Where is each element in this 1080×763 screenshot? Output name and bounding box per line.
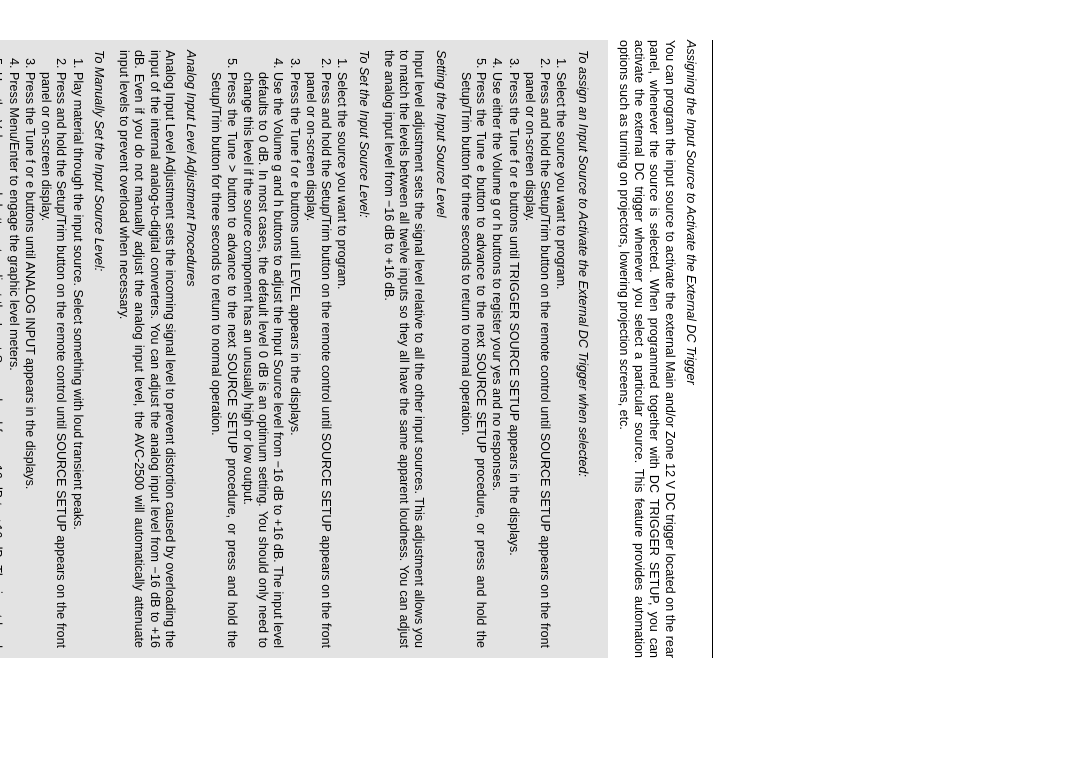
heading-to-set: To Set the Input Source Level:	[356, 50, 371, 648]
list-item: Select the source you want to program.	[334, 72, 349, 648]
heading-assign: To assign an Input Source to Activate th…	[575, 50, 590, 648]
top-rule	[712, 40, 713, 658]
list-item: Use the Volume g and h buttons to adjust…	[240, 72, 286, 648]
set-level-paragraph: Input level adjustment sets the signal l…	[381, 50, 427, 648]
list-item: Press Menu/Enter to engage the graphic l…	[6, 72, 21, 648]
toset-steps-list: Select the source you want to program. P…	[208, 50, 349, 648]
heading-manual: To Manually Set the Input Source Level:	[91, 50, 106, 648]
list-item: Press the Tune e button to advance to th…	[458, 72, 489, 648]
list-item: Press the Tune f or e buttons until LEVE…	[287, 72, 302, 648]
list-item: Press the Tune > button to advance to th…	[208, 72, 239, 648]
list-item: Use either the Volume g or h buttons to …	[489, 72, 504, 648]
list-item: Use the Volume g or h buttons to adjust …	[0, 72, 5, 648]
list-item: Play material through the input source. …	[70, 72, 85, 648]
heading-analog: Analog Input Level Adjustment Procedures	[183, 50, 198, 648]
list-item: Press and hold the Setup/Trim button on …	[303, 72, 334, 648]
document-page: Assigning the Input Source to Activate t…	[0, 0, 763, 763]
assign-steps-list: Select the source you want to program. P…	[458, 50, 569, 648]
analog-paragraph: Analog Input Level Adjustment sets the i…	[116, 50, 177, 648]
list-item: Press the Tune f or e buttons until TRIG…	[506, 72, 521, 648]
intro-paragraph: You can program the input source to acti…	[616, 40, 677, 658]
shaded-procedures-block: To assign an Input Source to Activate th…	[0, 40, 608, 658]
list-item: Press and hold the Setup/Trim button on …	[38, 72, 69, 648]
heading-assign-trigger: Assigning the Input Source to Activate t…	[683, 40, 698, 658]
heading-set-level: Setting the Input Source Level	[433, 50, 448, 648]
list-item: Press the Tune f or e buttons until ANAL…	[22, 72, 37, 648]
list-item: Press and hold the Setup/Trim button on …	[522, 72, 553, 648]
list-item: Select the source you want to program.	[553, 72, 568, 648]
manual-steps-list: Play material through the input source. …	[0, 50, 85, 648]
